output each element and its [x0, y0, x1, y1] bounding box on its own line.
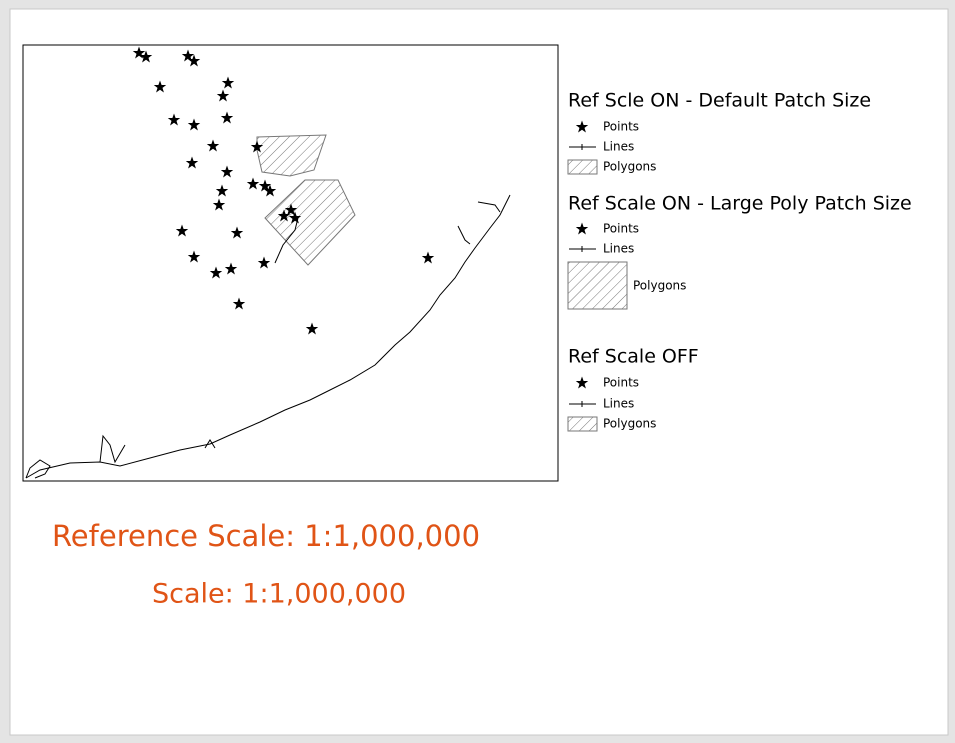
reference-scale: Reference Scale: 1:1,000,000 [52, 519, 480, 553]
line [204, 439, 216, 449]
legend-item-label: Polygons [603, 417, 656, 431]
legend-item-label: Lines [603, 397, 634, 411]
legend-symbol [567, 159, 598, 175]
legend-group-title: Ref Scale OFF [568, 346, 699, 368]
legend-symbol [567, 261, 628, 310]
legend-item-label: Lines [603, 140, 634, 154]
line [25, 459, 51, 479]
legend-item-label: Points [603, 222, 639, 236]
legend-item-label: Points [603, 376, 639, 390]
line [477, 201, 501, 213]
legend-item-label: Lines [603, 242, 634, 256]
line [457, 225, 471, 245]
polygon [264, 179, 356, 266]
scale: Scale: 1:1,000,000 [152, 579, 406, 610]
line [274, 217, 299, 264]
legend-item-label: Polygons [603, 160, 656, 174]
map-frame [22, 44, 559, 482]
legend-item-label: Polygons [633, 279, 686, 293]
legend: Ref Scle ON - Default Patch Size Points Li… [567, 90, 912, 432]
coastline [25, 194, 511, 479]
map-border [22, 44, 559, 482]
line [99, 434, 126, 464]
legend-item-label: Points [603, 120, 639, 134]
legend-group-title: Ref Scale ON - Large Poly Patch Size [568, 193, 912, 215]
legend-group-title: Ref Scle ON - Default Patch Size [568, 90, 871, 112]
polygon [256, 134, 327, 177]
legend-symbol [567, 416, 598, 432]
